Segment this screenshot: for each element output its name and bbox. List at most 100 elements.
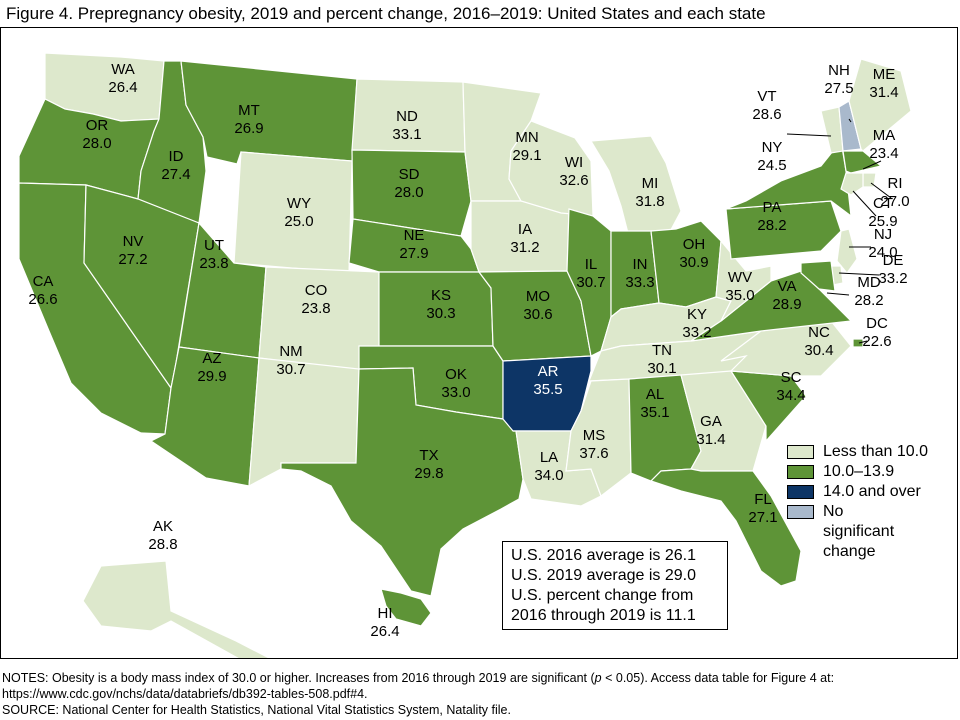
state-label-in: IN	[633, 256, 648, 273]
footnotes: NOTES: Obesity is a body mass index of 3…	[2, 670, 834, 718]
state-value-nh: 27.5	[824, 80, 853, 97]
state-label-ny: NY	[762, 139, 783, 156]
state-label-oh: OH	[683, 236, 706, 253]
state-dc	[852, 338, 864, 348]
state-value-ia: 31.2	[510, 239, 539, 256]
state-label-ne: NE	[404, 227, 425, 244]
state-label-dc: DC	[866, 315, 888, 332]
state-value-tn: 30.1	[647, 360, 676, 377]
state-label-az: AZ	[202, 350, 221, 367]
state-fl	[649, 468, 802, 587]
legend-swatch-mid	[787, 465, 814, 479]
state-value-oh: 30.9	[679, 254, 708, 271]
state-label-sc: SC	[781, 369, 802, 386]
state-ak	[82, 560, 271, 658]
state-value-ct: 25.9	[868, 213, 897, 230]
state-value-al: 35.1	[640, 404, 669, 421]
state-label-me: ME	[873, 66, 896, 83]
legend-label-no-change: No significant change	[823, 503, 895, 560]
legend-label-mid: 10.0–13.9	[823, 463, 895, 480]
state-label-fl: FL	[754, 491, 772, 508]
state-value-wa: 26.4	[108, 79, 137, 96]
leader-line-ct	[852, 190, 877, 217]
source-line: SOURCE: National Center for Health Stati…	[2, 703, 511, 717]
state-label-nd: ND	[396, 108, 418, 125]
legend-item-high: 14.0 and over	[787, 482, 928, 502]
notes-text-end: < 0.05). Access data table for Figure 4 …	[601, 671, 835, 685]
state-nj	[836, 228, 858, 274]
state-label-la: LA	[540, 449, 558, 466]
figure-title: Figure 4. Prepregnancy obesity, 2019 and…	[6, 4, 766, 23]
state-label-tn: TN	[652, 342, 672, 359]
state-value-nm: 30.7	[276, 361, 305, 378]
state-label-al: AL	[646, 386, 664, 403]
state-sd	[351, 149, 472, 237]
state-value-co: 23.8	[301, 300, 330, 317]
notes-text: NOTES: Obesity is a body mass index of 3…	[2, 671, 595, 685]
state-label-nh: NH	[828, 62, 850, 79]
leader-line-ma	[862, 160, 882, 170]
state-label-va: VA	[778, 278, 797, 295]
state-value-ca: 26.6	[28, 291, 57, 308]
us-percent-change-line1: U.S. percent change from	[511, 587, 694, 604]
state-value-ny: 24.5	[757, 157, 786, 174]
us-state-map: WA26.4OR28.0CA26.6ID27.4NV27.2MT26.9WY25…	[18, 52, 912, 658]
notes-line: NOTES: Obesity is a body mass index of 3…	[2, 670, 834, 686]
state-label-ms: MS	[583, 427, 606, 444]
state-ct	[840, 172, 864, 196]
state-label-nv: NV	[123, 233, 144, 250]
state-label-co: CO	[305, 282, 328, 299]
state-value-nd: 33.1	[392, 126, 421, 143]
state-label-ia: IA	[518, 221, 532, 238]
legend: Less than 10.0 10.0–13.9 14.0 and over N…	[787, 442, 928, 560]
state-label-ky: KY	[687, 306, 707, 323]
state-label-ga: GA	[700, 413, 722, 430]
state-value-nj: 24.0	[868, 244, 897, 261]
legend-swatch-high	[787, 485, 814, 499]
leader-line-dc	[858, 340, 868, 344]
state-label-ok: OK	[445, 366, 467, 383]
state-value-or: 28.0	[82, 135, 111, 152]
leader-line-de	[838, 272, 880, 276]
legend-swatch-no-change	[787, 505, 814, 519]
state-value-ut: 23.8	[199, 255, 228, 272]
notes-url[interactable]: https://www.cdc.gov/nchs/data/databriefs…	[2, 687, 368, 701]
state-value-ok: 33.0	[441, 384, 470, 401]
notes-p-symbol: p	[594, 671, 602, 685]
state-value-wy: 25.0	[284, 213, 313, 230]
leader-line-ri	[870, 182, 892, 199]
state-value-pa: 28.2	[757, 217, 786, 234]
state-label-ar: AR	[538, 363, 559, 380]
state-value-ne: 27.9	[399, 245, 428, 262]
leader-line-vt	[786, 133, 832, 137]
us-2016-average: U.S. 2016 average is 26.1	[511, 547, 697, 564]
legend-item-low: Less than 10.0	[787, 442, 928, 462]
state-tx	[280, 367, 524, 597]
state-value-md: 28.2	[854, 292, 883, 309]
state-value-mn: 29.1	[512, 147, 541, 164]
state-value-ks: 30.3	[426, 305, 455, 322]
state-mt	[180, 60, 358, 165]
state-value-mi: 31.8	[635, 193, 664, 210]
state-label-wa: WA	[111, 61, 135, 78]
state-value-la: 34.0	[534, 467, 563, 484]
legend-item-no-change: No significant change	[787, 502, 928, 560]
leader-line-nh	[848, 118, 852, 123]
state-value-dc: 22.6	[862, 333, 891, 350]
state-value-ak: 28.8	[148, 536, 177, 553]
state-value-ma: 23.4	[869, 145, 898, 162]
state-label-ca: CA	[33, 273, 54, 290]
legend-label-high: 14.0 and over	[823, 483, 921, 500]
state-value-nc: 30.4	[804, 342, 833, 359]
state-label-mt: MT	[238, 102, 260, 119]
state-label-sd: SD	[399, 166, 420, 183]
state-label-il: IL	[585, 256, 598, 273]
state-label-de: DE	[883, 252, 904, 269]
state-hi	[380, 588, 432, 627]
state-value-ms: 37.6	[579, 445, 608, 462]
state-label-ut: UT	[204, 237, 224, 254]
legend-item-mid: 10.0–13.9	[787, 462, 928, 482]
state-label-nj: NJ	[874, 226, 892, 243]
state-wi	[508, 120, 594, 217]
state-label-wy: WY	[287, 195, 311, 212]
